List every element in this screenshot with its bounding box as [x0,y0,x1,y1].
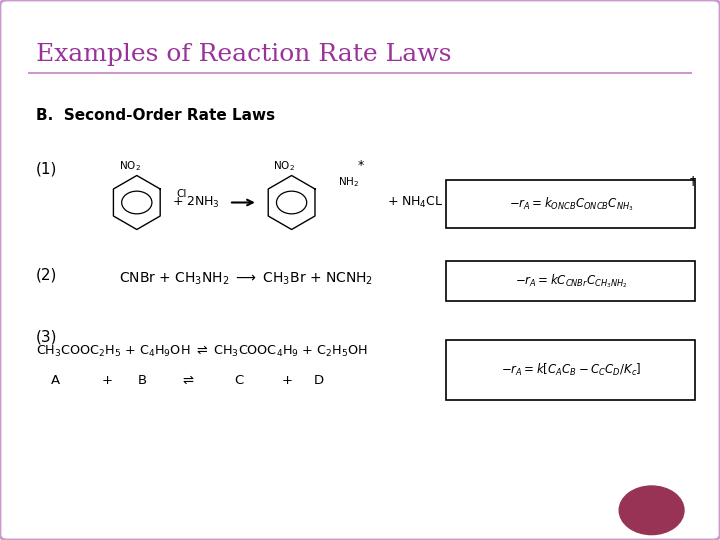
Text: NO$_2$: NO$_2$ [274,159,295,173]
Text: $-r_A= k[C_AC_B-C_CC_D/K_c]$: $-r_A= k[C_AC_B-C_CC_D/K_c]$ [500,362,642,378]
Circle shape [619,486,684,535]
FancyBboxPatch shape [446,261,695,301]
Text: + NH$_4$CL: + NH$_4$CL [387,195,444,210]
Text: $-r_A = k_{ONCB}C_{ONCB}C_{NH_3}$: $-r_A = k_{ONCB}C_{ONCB}C_{NH_3}$ [509,195,633,213]
Text: (1): (1) [36,162,58,177]
FancyBboxPatch shape [446,340,695,400]
Text: B.  Second-Order Rate Laws: B. Second-Order Rate Laws [36,108,275,123]
Text: *: * [358,159,364,172]
Text: $\dagger$: $\dagger$ [688,174,697,188]
Text: Cl: Cl [176,190,186,199]
Text: CNBr + CH$_3$NH$_2$ $\longrightarrow$ CH$_3$Br + NCNH$_2$: CNBr + CH$_3$NH$_2$ $\longrightarrow$ CH… [119,271,373,287]
Text: A          +      B        $\rightleftharpoons$         C         +     D: A + B $\rightleftharpoons$ C + D [50,374,325,387]
Text: (3): (3) [36,329,58,345]
Text: + 2NH$_3$: + 2NH$_3$ [172,195,220,210]
Text: CH$_3$COOC$_2$H$_5$ + C$_4$H$_9$OH $\rightleftharpoons$ CH$_3$COOC$_4$H$_9$ + C$: CH$_3$COOC$_2$H$_5$ + C$_4$H$_9$OH $\rig… [36,343,368,359]
Text: NH$_2$: NH$_2$ [338,175,359,189]
FancyBboxPatch shape [446,180,695,228]
Text: NO$_2$: NO$_2$ [119,159,140,173]
Text: Examples of Reaction Rate Laws: Examples of Reaction Rate Laws [36,43,451,66]
Text: (2): (2) [36,267,58,282]
Text: $-r_A = kC_{CNBr}C_{CH_3NH_2}$: $-r_A = kC_{CNBr}C_{CH_3NH_2}$ [515,272,627,289]
